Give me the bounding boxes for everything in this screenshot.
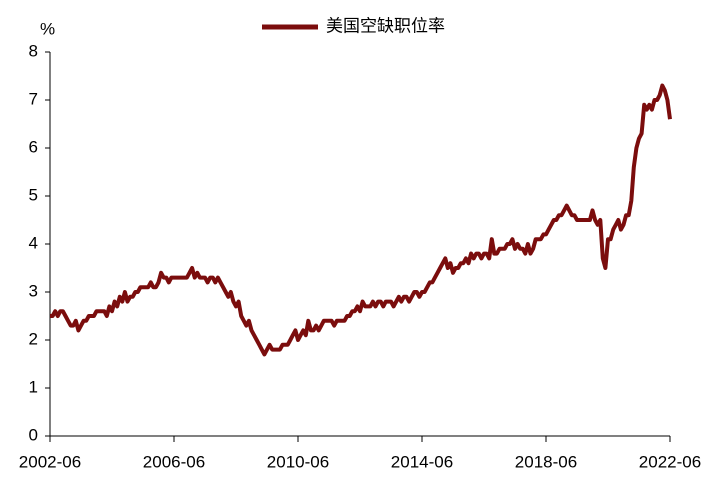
y-tick-label: 3	[29, 281, 38, 300]
y-tick-label: 8	[29, 41, 38, 60]
legend-label: 美国空缺职位率	[326, 16, 445, 35]
y-tick-label: 6	[29, 137, 38, 156]
y-tick-label: 7	[29, 89, 38, 108]
x-tick-label: 2014-06	[391, 452, 453, 471]
x-tick-label: 2006-06	[143, 452, 205, 471]
x-tick-label: 2018-06	[515, 452, 577, 471]
line-series	[50, 83, 672, 357]
y-tick-label: 0	[29, 425, 38, 444]
y-tick-label: 2	[29, 329, 38, 348]
y-axis-label: %	[40, 19, 55, 38]
y-tick-label: 1	[29, 377, 38, 396]
y-tick-label: 4	[29, 233, 38, 252]
x-tick-label: 2010-06	[267, 452, 329, 471]
y-tick-label: 5	[29, 185, 38, 204]
x-tick-label: 2022-06	[639, 452, 701, 471]
x-tick-label: 2002-06	[19, 452, 81, 471]
